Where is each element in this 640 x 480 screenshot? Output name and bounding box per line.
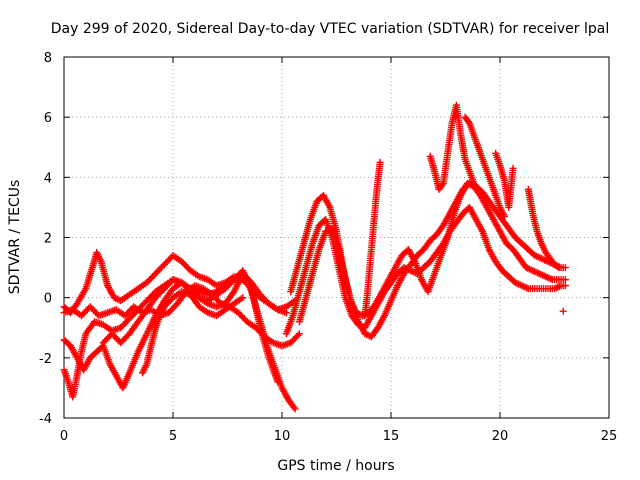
data-point-track-12 — [464, 118, 472, 126]
data-point-track-14 — [555, 264, 563, 272]
y-tick-labels: -4 -2 0 2 4 6 8 — [39, 51, 52, 427]
data-point-track-15 — [559, 307, 567, 315]
data-point-track-5 — [290, 403, 298, 411]
y-tick-label: 6 — [44, 111, 52, 126]
data-point-track-11 — [438, 181, 446, 189]
x-tick-labels: 0 5 10 15 20 25 — [60, 429, 617, 444]
axis-ticks — [63, 56, 610, 419]
chart-title: Day 299 of 2020, Sidereal Day-to-day VTE… — [51, 21, 609, 37]
x-tick-label: 5 — [169, 429, 177, 444]
x-tick-label: 25 — [601, 429, 618, 444]
data-point-track-7 — [561, 282, 569, 290]
data-point-track-12 — [500, 212, 508, 220]
data-point-track-7 — [554, 283, 562, 291]
data-points — [60, 101, 569, 413]
data-point-track-9 — [561, 264, 569, 272]
data-point-track-11 — [481, 196, 489, 204]
x-axis-label: GPS time / hours — [277, 458, 394, 474]
y-tick-label: -4 — [39, 412, 52, 427]
data-point-track-2 — [282, 309, 290, 317]
data-point-track-13 — [509, 164, 517, 172]
data-point-track-1 — [295, 330, 303, 338]
y-tick-label: -2 — [39, 352, 52, 367]
y-tick-label: 4 — [44, 171, 52, 186]
x-tick-label: 20 — [492, 429, 509, 444]
y-tick-label: 8 — [44, 51, 52, 66]
x-tick-label: 10 — [274, 429, 291, 444]
x-tick-label: 15 — [383, 429, 400, 444]
x-tick-label: 0 — [60, 429, 68, 444]
data-point-track-11 — [483, 197, 491, 205]
data-point-track-10 — [376, 158, 384, 166]
data-point-track-5 — [291, 405, 299, 413]
data-point-track-1 — [294, 331, 302, 339]
y-axis-label: SDTVAR / TECUs — [7, 180, 23, 295]
y-tick-label: 0 — [44, 292, 52, 307]
y-tick-label: 2 — [44, 232, 52, 247]
data-point-track-14 — [553, 263, 561, 271]
data-point-track-6 — [239, 294, 247, 302]
data-point-track-8 — [561, 276, 569, 284]
